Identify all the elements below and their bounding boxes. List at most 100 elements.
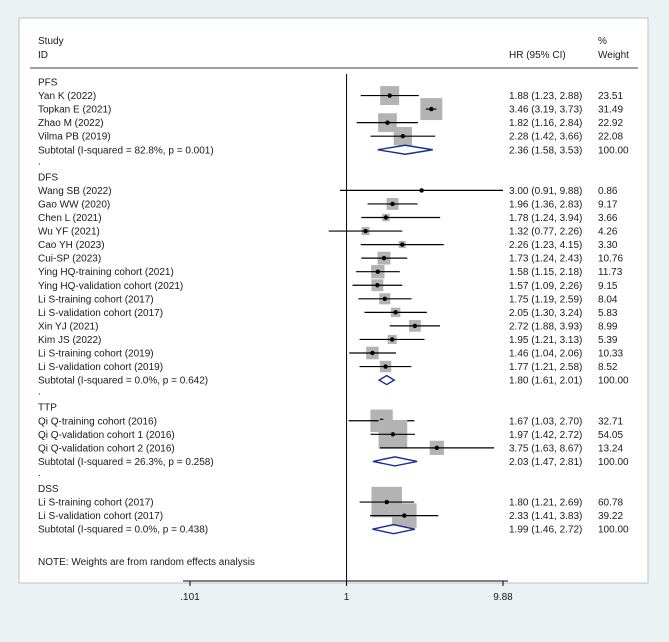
header-study: Study	[38, 36, 64, 47]
point-estimate	[382, 296, 387, 301]
weight-label: 9.15	[598, 281, 618, 292]
point-estimate	[400, 134, 406, 139]
hr-ci-label: 3.46 (3.19, 3.73)	[509, 105, 582, 116]
subtotal-weight: 100.00	[598, 376, 629, 387]
subtotal-hr-ci: 1.99 (1.46, 2.72)	[509, 525, 582, 536]
weight-label: 10.33	[598, 349, 623, 360]
study-label: Li S-validation cohort (2017)	[38, 511, 163, 522]
group-label: DFS	[38, 172, 58, 183]
weight-label: 22.92	[598, 118, 623, 129]
subtotal-weight: 100.00	[598, 457, 629, 468]
subtotal-weight: 100.00	[598, 525, 629, 536]
subtotal-hr-ci: 1.80 (1.61, 2.01)	[509, 376, 582, 387]
hr-ci-label: 1.73 (1.24, 2.43)	[509, 254, 582, 265]
point-estimate	[412, 323, 418, 329]
weight-label: 22.08	[598, 132, 623, 143]
point-estimate	[383, 215, 389, 220]
subtotal-weight: 100.00	[598, 145, 629, 156]
weight-label: 5.83	[598, 308, 618, 319]
hr-ci-label: 1.57 (1.09, 2.26)	[509, 281, 582, 292]
hr-ci-label: 2.05 (1.30, 3.24)	[509, 308, 582, 319]
hr-ci-label: 1.88 (1.23, 2.88)	[509, 91, 582, 102]
point-estimate	[363, 228, 368, 234]
group-label: DSS	[38, 484, 59, 495]
study-label: Li S-training cohort (2017)	[38, 498, 154, 509]
subtotal-label: Subtotal (I-squared = 0.0%, p = 0.438)	[38, 525, 208, 536]
subtotal-label: Subtotal (I-squared = 82.8%, p = 0.001)	[38, 145, 214, 156]
study-label: Gao WW (2020)	[38, 199, 110, 210]
weight-label: 4.26	[598, 227, 618, 238]
point-estimate	[390, 432, 396, 437]
group-separator-dot: .	[38, 468, 41, 479]
study-label: Zhao M (2022)	[38, 118, 104, 129]
weight-label: 5.39	[598, 335, 618, 346]
point-estimate	[385, 120, 390, 125]
study-label: Qi Q-validation cohort 1 (2016)	[38, 430, 175, 441]
group-label: PFS	[38, 78, 58, 89]
study-label: Qi Q-training cohort (2016)	[38, 416, 157, 427]
header-percent: %	[598, 36, 607, 47]
hr-ci-label: 1.58 (1.15, 2.18)	[509, 267, 582, 278]
hr-ci-label: 1.82 (1.16, 2.84)	[509, 118, 582, 129]
weight-label: 60.78	[598, 498, 623, 509]
hr-ci-label: 1.67 (1.03, 2.70)	[509, 416, 582, 427]
study-label: Wu YF (2021)	[38, 227, 100, 238]
study-label: Ying HQ-training cohort (2021)	[38, 267, 174, 278]
weight-label: 8.52	[598, 362, 618, 373]
weight-label: 8.99	[598, 321, 618, 332]
weight-label: 23.51	[598, 91, 623, 102]
plot-region	[18, 17, 649, 584]
header-hr: HR (95% CI)	[509, 50, 566, 61]
study-label: Qi Q-validation cohort 2 (2016)	[38, 443, 175, 454]
hr-ci-label: 1.78 (1.24, 3.94)	[509, 213, 582, 224]
weight-label: 32.71	[598, 416, 623, 427]
point-estimate	[434, 445, 440, 451]
subtotal-label: Subtotal (I-squared = 26.3%, p = 0.258)	[38, 457, 214, 468]
point-estimate	[400, 242, 405, 247]
x-tick-label: .101	[180, 592, 200, 603]
weight-label: 13.24	[598, 443, 623, 454]
point-estimate	[390, 201, 395, 207]
study-label: Kim JS (2022)	[38, 335, 101, 346]
point-estimate	[402, 513, 407, 518]
point-estimate	[375, 283, 380, 288]
header-id: ID	[38, 50, 48, 61]
forest-rows: PFS Yan K (2022) 1.88 (1.23, 2.88) 23.51 Top…	[38, 74, 629, 581]
hr-ci-label: 1.77 (1.21, 2.58)	[509, 362, 582, 373]
hr-ci-label: 1.32 (0.77, 2.26)	[509, 227, 582, 238]
subtotal-diamond	[372, 456, 418, 467]
x-tick-label: 1	[344, 592, 350, 603]
study-label: Vilma PB (2019)	[38, 132, 111, 143]
subtotal-hr-ci: 2.36 (1.58, 3.53)	[509, 145, 582, 156]
footnote: NOTE: Weights are from random effects an…	[38, 557, 255, 568]
group-separator-dot: .	[38, 156, 41, 167]
weight-label: 10.76	[598, 254, 623, 265]
subtotal-diamond	[377, 144, 433, 155]
weight-label: 3.30	[598, 240, 618, 251]
hr-ci-label: 2.72 (1.88, 3.93)	[509, 321, 582, 332]
study-label: Li S-training cohort (2017)	[38, 294, 154, 305]
point-estimate	[393, 310, 398, 315]
study-label: Li S-validation cohort (2017)	[38, 308, 163, 319]
weight-label: 8.04	[598, 294, 618, 305]
point-estimate	[381, 255, 387, 261]
study-label: Ying HQ-validation cohort (2021)	[38, 281, 183, 292]
study-label: Cao YH (2023)	[38, 240, 105, 251]
x-axis-ticks: .101 1 9.88	[180, 581, 513, 603]
study-label: Yan K (2022)	[38, 91, 96, 102]
study-label: Topkan E (2021)	[38, 105, 111, 116]
group-separator-dot: .	[38, 387, 41, 398]
hr-ci-label: 1.97 (1.42, 2.72)	[509, 430, 582, 441]
hr-ci-label: 1.80 (1.21, 2.69)	[509, 498, 582, 509]
weight-label: 39.22	[598, 511, 623, 522]
point-estimate	[387, 93, 392, 98]
point-estimate	[384, 499, 389, 505]
weight-label: 31.49	[598, 105, 623, 116]
x-tick-label: 9.88	[493, 592, 513, 603]
weight-label: 9.17	[598, 199, 618, 210]
study-label: Chen L (2021)	[38, 213, 102, 224]
subtotal-diamond	[377, 374, 396, 386]
weight-label: 11.73	[598, 267, 623, 278]
study-label: Cui-SP (2023)	[38, 254, 101, 265]
